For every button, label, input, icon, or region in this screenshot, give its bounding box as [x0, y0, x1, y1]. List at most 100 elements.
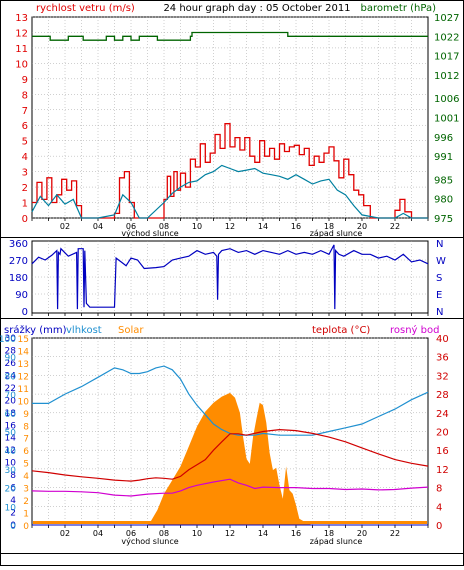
baro-y-tick-label: 991 [434, 152, 453, 163]
wind-y-tick-label: 4 [22, 152, 28, 163]
baro-y-tick-label: 980 [434, 195, 453, 206]
solar-y-tick-label: 13 [18, 360, 29, 370]
wind-x-label: 20 [357, 222, 367, 231]
wind-x-label: 06 [126, 222, 136, 231]
temp-y-tick-label: 20 [436, 428, 449, 439]
temp-y-tick-label: 4 [436, 502, 442, 513]
temp-y-tick-label: 36 [436, 353, 449, 364]
humidity-y-tick-label: 10 [5, 503, 17, 513]
temp-y-tick-label: 32 [436, 371, 449, 382]
temp-x-label: 10 [192, 529, 202, 538]
temp-x-label: 18 [324, 529, 334, 538]
baro-y-tick-label: 1027 [434, 13, 459, 24]
rain-y-tick-label: 8 [10, 471, 16, 481]
dew-point-axis-title: rosný bod [390, 324, 439, 336]
direction-y-tick-label: 0 [22, 307, 28, 318]
baro-axis-title: barometr (hPa) [361, 3, 437, 14]
solar-area [32, 392, 428, 525]
rain-y-tick-label: 16 [5, 421, 17, 431]
temp-x-label: 04 [93, 529, 103, 538]
baro-y-tick-label: 996 [434, 133, 453, 144]
rain-y-tick-label: 6 [10, 484, 16, 494]
rain-y-tick-label: 26 [5, 359, 17, 369]
compass-label: N [436, 239, 443, 250]
sunrise-label: východ slunce [121, 229, 178, 238]
barometer-line [32, 31, 428, 41]
baro-y-tick-label: 1001 [434, 114, 459, 125]
rain-y-tick-label: 24 [5, 371, 17, 381]
rain-y-tick-label: 30 [5, 334, 17, 344]
humidity-y-tick-label: 20 [5, 485, 17, 495]
humidity-axis-title: vlhkost [66, 325, 102, 336]
wind-baro-panel: 0123456789101112139759809859919961001100… [15, 13, 459, 231]
humidity-y-tick-label: 50 [5, 429, 17, 439]
wind-x-label: 22 [390, 222, 400, 231]
wind-average-line [31, 164, 428, 219]
wind-x-label: 02 [60, 222, 70, 231]
baro-y-tick-label: 1012 [434, 71, 459, 82]
rain-y-tick-label: 4 [10, 496, 16, 506]
temperature-line [31, 428, 429, 482]
temp-x-label: 16 [291, 529, 301, 538]
baro-y-tick-label: 1022 [434, 32, 459, 43]
wind-y-tick-label: 9 [22, 75, 28, 86]
humidity-y-tick-label: 0 [10, 522, 16, 532]
solar-y-tick-label: 3 [23, 485, 29, 495]
temp-y-tick-label: 8 [436, 484, 442, 495]
solar-y-tick-label: 4 [23, 472, 29, 482]
wind-x-label: 14 [258, 222, 268, 231]
wind-y-tick-label: 12 [15, 28, 28, 39]
solar-y-tick-label: 11 [18, 385, 29, 395]
wind-x-label: 04 [93, 222, 103, 231]
humidity-y-tick-label: 30 [5, 466, 17, 476]
rain-y-tick-label: 2 [10, 509, 16, 519]
wind-gust-line [32, 123, 428, 219]
direction-y-tick-label: 360 [9, 239, 28, 250]
humidity-y-tick-label: 80 [5, 372, 17, 382]
solar-y-tick-label: 0 [23, 522, 29, 532]
wind-x-label: 12 [225, 222, 235, 231]
humidity-y-tick-label: 70 [5, 391, 17, 401]
solar-y-tick-label: 9 [23, 410, 29, 420]
humidity-y-tick-label: 60 [5, 410, 17, 420]
humidity-y-tick-label: 90 [5, 354, 17, 364]
wind-x-label: 18 [324, 222, 334, 231]
solar-y-tick-label: 2 [23, 497, 29, 507]
temp-x-label: 20 [357, 529, 367, 538]
rain-y-tick-label: 20 [5, 396, 17, 406]
solar-y-tick-label: 15 [18, 335, 29, 345]
rain-y-tick-label: 0 [10, 521, 16, 531]
wind-direction-line [31, 244, 429, 310]
temp-x-label: 02 [60, 529, 70, 538]
temp-y-tick-label: 28 [436, 390, 449, 401]
temperature-axis-title: teplota (°C) [312, 325, 370, 336]
wind-y-tick-label: 7 [22, 106, 28, 117]
solar-y-tick-label: 8 [23, 422, 29, 432]
wind-y-tick-label: 11 [15, 44, 28, 55]
temperature-humidity-panel: 0246810121416182022242628300102030405060… [0, 334, 449, 538]
solar-y-tick-label: 6 [23, 447, 29, 457]
humidity-y-tick-label: 40 [5, 447, 17, 457]
wind-y-tick-label: 5 [22, 137, 28, 148]
rain-y-tick-label: 22 [5, 384, 16, 394]
solar-y-tick-label: 14 [18, 347, 30, 357]
temp-y-tick-label: 24 [436, 409, 449, 420]
wind-y-tick-label: 10 [15, 59, 28, 70]
temp-x-label: 08 [159, 529, 169, 538]
wind-y-tick-label: 2 [22, 183, 28, 194]
wind-y-tick-label: 3 [22, 168, 28, 179]
solar-y-tick-label: 1 [23, 510, 29, 520]
humidity-y-tick-label: 100 [0, 335, 16, 345]
rain-y-tick-label: 10 [5, 459, 17, 469]
solar-y-tick-label: 7 [23, 435, 29, 445]
wind-y-tick-label: 1 [22, 199, 28, 210]
rain-y-tick-label: 14 [5, 434, 17, 444]
temp-x-label: 12 [225, 529, 235, 538]
solar-y-tick-label: 5 [23, 460, 29, 470]
rain-y-tick-label: 18 [5, 409, 17, 419]
direction-y-tick-label: 180 [9, 273, 28, 284]
wind-y-tick-label: 6 [22, 121, 28, 132]
direction-y-tick-label: 270 [9, 256, 28, 267]
solar-y-tick-label: 12 [18, 372, 29, 382]
